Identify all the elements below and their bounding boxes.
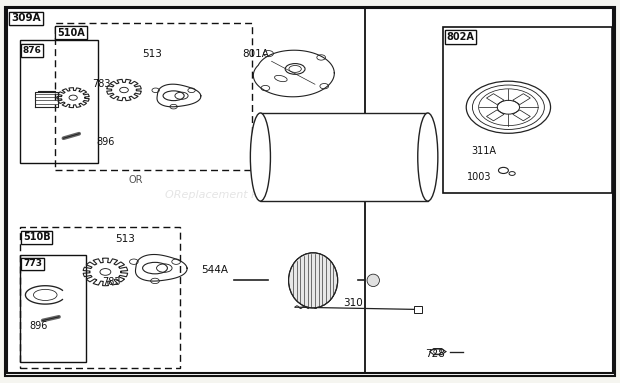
Bar	[443, 27, 612, 193]
Text: 513: 513	[115, 234, 135, 244]
Text: 728: 728	[425, 349, 445, 359]
Bar	[20, 40, 98, 163]
Text: 802A: 802A	[446, 32, 474, 42]
Text: 544A: 544A	[202, 265, 229, 275]
Text: OReplacement Parts.com: OReplacement Parts.com	[165, 190, 306, 200]
Text: OR: OR	[128, 175, 143, 185]
Ellipse shape	[367, 274, 379, 286]
Text: 310: 310	[343, 298, 363, 308]
Text: 309A: 309A	[11, 13, 41, 23]
Ellipse shape	[250, 113, 270, 201]
Text: 876: 876	[23, 46, 42, 55]
Bar	[414, 306, 422, 313]
Bar	[20, 227, 180, 368]
Bar	[487, 110, 504, 121]
Bar	[260, 113, 428, 201]
Ellipse shape	[418, 113, 438, 201]
Text: 510B: 510B	[23, 232, 51, 242]
Text: 803A: 803A	[287, 171, 312, 181]
Text: 896: 896	[29, 321, 48, 331]
Text: 510A: 510A	[57, 28, 85, 38]
Text: 311A: 311A	[471, 146, 496, 156]
Ellipse shape	[288, 253, 338, 308]
Text: 1003: 1003	[467, 172, 492, 182]
Text: 510B: 510B	[23, 232, 51, 242]
Bar	[487, 94, 504, 105]
Text: 783: 783	[102, 277, 121, 286]
Text: 773: 773	[23, 259, 42, 268]
Bar	[55, 23, 252, 170]
Text: 802A: 802A	[446, 32, 474, 42]
Text: 773: 773	[23, 259, 42, 268]
Text: 876: 876	[23, 46, 42, 55]
Text: 896: 896	[96, 137, 115, 147]
Bar	[513, 110, 530, 121]
Text: 309A: 309A	[11, 13, 41, 23]
Bar	[7, 8, 365, 373]
Text: 510A: 510A	[57, 28, 85, 38]
Text: 513: 513	[143, 49, 162, 59]
Bar	[513, 94, 530, 105]
Text: 783: 783	[92, 79, 110, 89]
Bar	[20, 255, 86, 362]
Text: 801A: 801A	[242, 49, 268, 59]
